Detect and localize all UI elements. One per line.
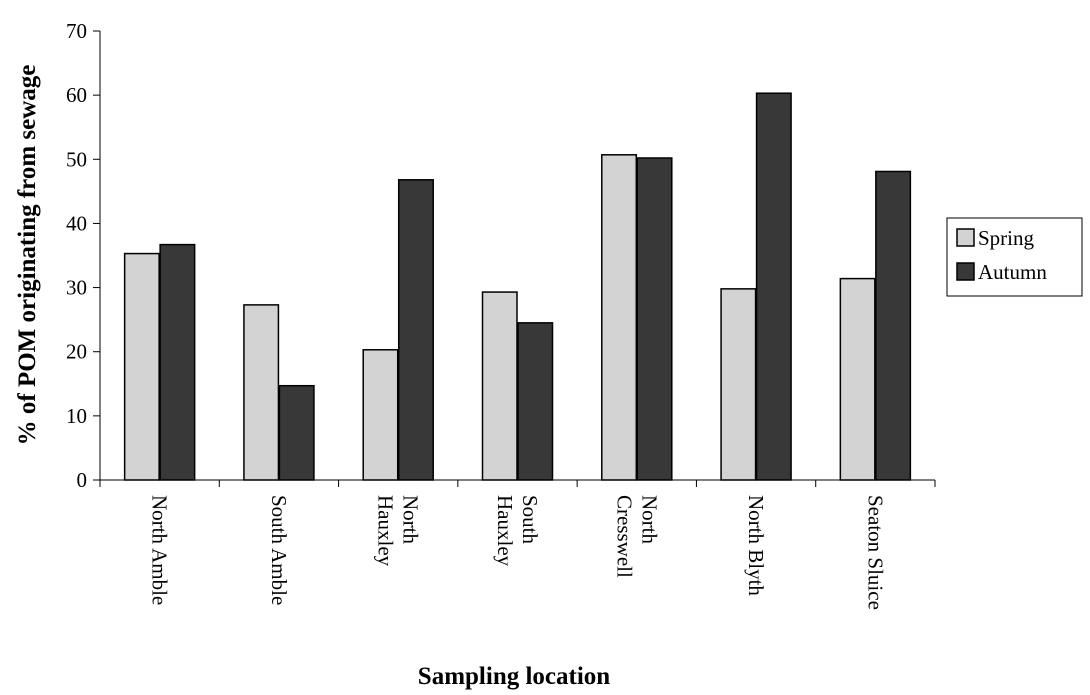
y-tick-label: 10 (66, 404, 87, 428)
x-category-label: South Amble (267, 495, 291, 605)
y-tick-label: 0 (77, 468, 88, 492)
bar-autumn (636, 157, 673, 481)
bar-autumn (755, 92, 792, 481)
x-category-label-line: North (637, 495, 661, 544)
y-axis-title: % of POM originating from sewage (14, 65, 41, 446)
bar-spring (362, 349, 399, 481)
bar-spring (601, 154, 638, 481)
legend-swatch-autumn (956, 262, 975, 281)
x-category-label-line: Cresswell (612, 495, 636, 578)
y-tick-label: 40 (66, 211, 87, 235)
x-category-label-line: South (518, 495, 542, 545)
x-category-label: North Amble (148, 495, 172, 605)
plot-area: 0 10 20 30 40 50 60 70 North Amble South Amble Nor… (66, 19, 936, 610)
bar-autumn (397, 179, 434, 481)
bar-autumn (159, 243, 196, 481)
bar-spring (123, 252, 160, 481)
bar-autumn (875, 170, 912, 481)
bar-autumn (517, 322, 554, 481)
y-tick-label: 50 (66, 147, 87, 171)
y-tick-label: 30 (66, 276, 87, 300)
x-category-label: North Blyth (744, 495, 768, 596)
y-axis-title-group: % of POM originating from sewage (14, 65, 41, 446)
y-tick-label: 60 (66, 83, 87, 107)
x-category-label-line: South Amble (267, 495, 291, 605)
legend: Spring Autumn (946, 217, 1083, 297)
legend-swatch-spring (956, 228, 975, 247)
x-category-label-line: Hauxley (493, 495, 517, 567)
x-category-label-line: North Blyth (744, 495, 768, 596)
bar-spring (839, 277, 876, 481)
bar-spring (481, 291, 518, 481)
legend-label-spring: Spring (978, 226, 1035, 250)
legend-label-autumn: Autumn (978, 260, 1047, 284)
x-category-label-line: Seaton Sluice (863, 495, 887, 610)
x-category-label-line: North (399, 495, 423, 544)
x-category-label-line: Hauxley (374, 495, 398, 567)
y-tick-label: 20 (66, 340, 87, 364)
x-axis-title: Sampling location (418, 663, 610, 690)
bar-spring (720, 288, 757, 481)
y-tick-label: 70 (66, 19, 87, 43)
bar-spring (243, 304, 280, 481)
x-category-label: Seaton Sluice (863, 495, 887, 610)
bar-autumn (278, 384, 315, 481)
x-category-label-line: North Amble (148, 495, 172, 605)
